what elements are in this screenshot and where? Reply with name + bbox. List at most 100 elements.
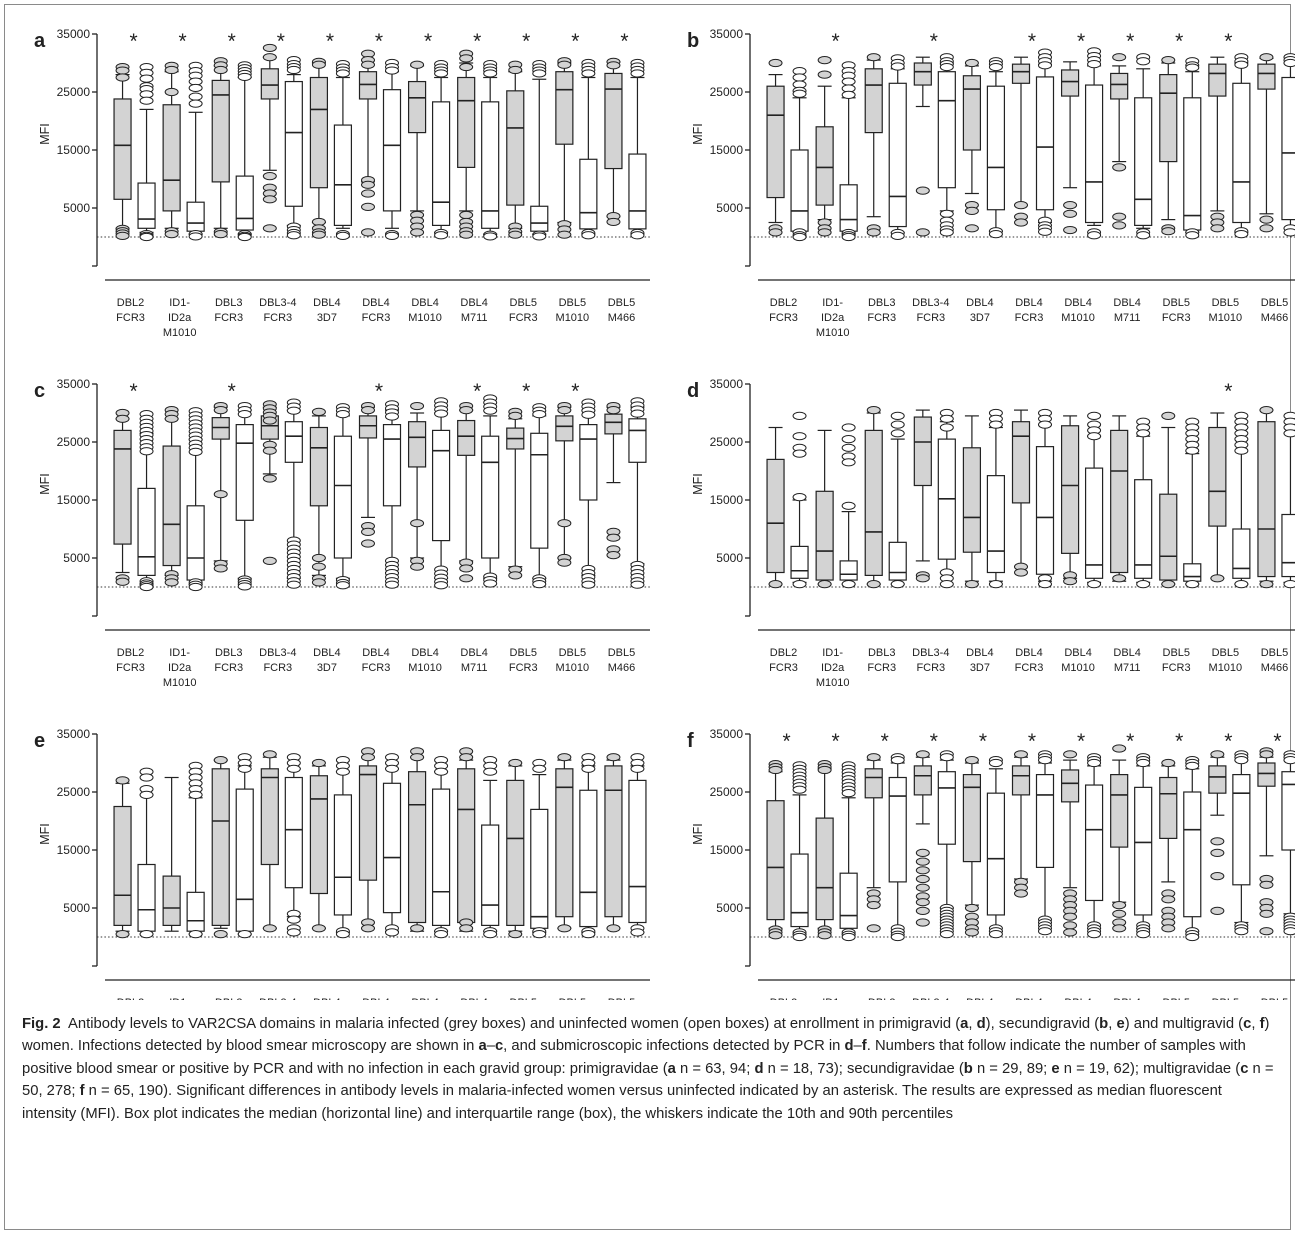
iqr-box bbox=[604, 413, 623, 435]
outlier-point bbox=[410, 228, 425, 237]
y-tick-label: 35000 bbox=[710, 377, 744, 391]
outlier-point bbox=[237, 582, 252, 591]
uninfected-box bbox=[1232, 750, 1251, 936]
outlier-point bbox=[1259, 215, 1274, 224]
outlier-point bbox=[508, 230, 523, 239]
uninfected-box bbox=[579, 58, 598, 240]
outlier-point bbox=[164, 414, 179, 423]
outlier-point bbox=[237, 72, 252, 82]
infected-box bbox=[604, 57, 623, 227]
caption-fragment: ), secundigravid ( bbox=[985, 1016, 1100, 1032]
outlier-point bbox=[1112, 212, 1127, 221]
x-category-line: DBL4 bbox=[411, 297, 439, 309]
outlier-point bbox=[459, 574, 474, 583]
outlier-point bbox=[606, 753, 621, 762]
x-category-label: ID1- ID2a M1010 bbox=[163, 647, 197, 689]
outlier-point bbox=[1161, 758, 1176, 768]
uninfected-box bbox=[1232, 53, 1251, 239]
outlier-point bbox=[915, 228, 930, 237]
outlier-point bbox=[385, 231, 399, 240]
uninfected-box bbox=[839, 761, 858, 942]
outlier-point bbox=[557, 753, 572, 762]
outlier-point bbox=[1259, 880, 1274, 889]
uninfected-box bbox=[1281, 750, 1295, 936]
x-category-line: DBL4 bbox=[1113, 997, 1141, 1000]
y-axis-label: MFI bbox=[691, 823, 705, 845]
outlier-point bbox=[459, 564, 474, 573]
x-category-label: DBL3-4 FCR3 bbox=[259, 297, 296, 324]
x-category-label: DBL2 FCR3 bbox=[769, 647, 798, 674]
outlier-point bbox=[792, 493, 807, 502]
infected-box bbox=[962, 415, 982, 589]
x-category-line: DBL5 bbox=[1212, 647, 1240, 659]
iqr-box bbox=[864, 768, 883, 799]
uninfected-box bbox=[628, 58, 647, 240]
charts-area: a MFI 5000 15000 25000 35000 * * * * * * * * * * * DBL2 FC… bbox=[34, 27, 1295, 1000]
outlier-point bbox=[508, 571, 523, 580]
uninfected-box bbox=[481, 756, 500, 939]
x-category-label: DBL3-4 FCR3 bbox=[912, 297, 949, 324]
x-category-label: ID1- ID2a M1010 bbox=[816, 297, 850, 339]
x-category-label: DBL4 M711 bbox=[1113, 647, 1141, 674]
outlier-point bbox=[115, 414, 130, 423]
significance-star: * bbox=[277, 30, 285, 53]
outlier-point bbox=[532, 410, 547, 419]
x-category-line: M1010 bbox=[408, 662, 442, 674]
outlier-point bbox=[1210, 837, 1225, 846]
iqr-box bbox=[186, 505, 205, 581]
x-category-line: FCR3 bbox=[1162, 312, 1191, 324]
figure-caption: Fig. 2 Antibody levels to VAR2CSA domain… bbox=[22, 1013, 1277, 1125]
iqr-box bbox=[1232, 528, 1251, 579]
x-category-line: FCR3 bbox=[1015, 662, 1044, 674]
caption-fragment: n = 50, 278; bbox=[22, 1060, 1274, 1100]
outlier-point bbox=[410, 401, 425, 411]
uninfected-box bbox=[839, 423, 858, 589]
x-category-line: DBL3 bbox=[215, 297, 243, 309]
iqr-box bbox=[888, 82, 907, 228]
iqr-box bbox=[1208, 63, 1227, 97]
outlier-point bbox=[213, 756, 228, 765]
outlier-point bbox=[1210, 848, 1225, 858]
outlier-point bbox=[434, 767, 449, 776]
iqr-box bbox=[186, 891, 205, 932]
outlier-point bbox=[1087, 580, 1102, 589]
infected-box bbox=[407, 60, 427, 237]
outlier-point bbox=[385, 580, 399, 589]
x-category-line: M1010 bbox=[816, 677, 850, 689]
outlier-point bbox=[1259, 406, 1274, 415]
outlier-point bbox=[581, 764, 596, 773]
panel-letter: d bbox=[687, 380, 699, 402]
outlier-point bbox=[1259, 580, 1274, 589]
iqr-box bbox=[186, 201, 205, 232]
x-category-line: 3D7 bbox=[317, 312, 337, 324]
caption-panel-ref: d bbox=[754, 1060, 764, 1077]
outlier-point bbox=[817, 580, 832, 589]
significance-star: * bbox=[881, 730, 889, 753]
outlier-point bbox=[768, 228, 783, 237]
infected-box bbox=[457, 401, 476, 583]
significance-star: * bbox=[832, 730, 840, 753]
outlier-point bbox=[1038, 927, 1052, 936]
uninfected-box bbox=[1084, 411, 1104, 589]
outlier-point bbox=[410, 562, 425, 571]
x-category-line: DBL5 bbox=[1163, 997, 1191, 1000]
outlier-point bbox=[361, 189, 375, 198]
significance-star: * bbox=[522, 30, 530, 53]
outlier-point bbox=[939, 62, 954, 72]
iqr-box bbox=[309, 76, 329, 189]
outlier-point bbox=[361, 406, 375, 415]
outlier-point bbox=[1136, 580, 1151, 589]
x-category-line: DBL4 bbox=[1015, 297, 1043, 309]
outlier-point bbox=[1161, 580, 1176, 589]
panel-letter: e bbox=[34, 730, 45, 752]
iqr-box bbox=[766, 458, 785, 574]
iqr-box bbox=[604, 765, 623, 918]
outlier-point bbox=[890, 62, 905, 71]
uninfected-box bbox=[579, 753, 598, 939]
y-tick-label: 25000 bbox=[710, 435, 744, 449]
iqr-box bbox=[431, 788, 451, 926]
outlier-point bbox=[1259, 53, 1274, 62]
x-category-line: DBL4 bbox=[362, 297, 390, 309]
caption-fragment: . Numbers that follow indicate the numbe… bbox=[22, 1038, 1246, 1077]
outlier-point bbox=[385, 764, 399, 773]
